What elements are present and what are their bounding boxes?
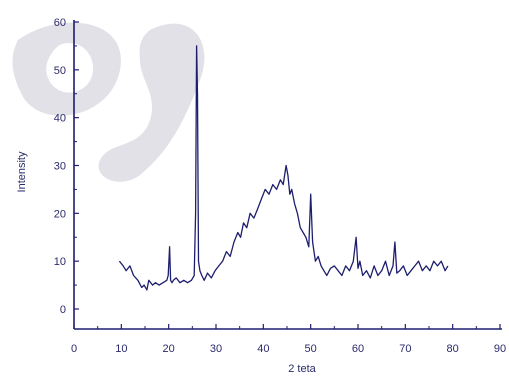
x-tick-label: 0 (71, 343, 77, 355)
x-tick-label: 60 (352, 343, 364, 355)
y-tick-label: 50 (54, 65, 66, 77)
y-axis-label: Intensity (16, 151, 28, 192)
x-tick-label: 90 (494, 343, 506, 355)
y-tick-label: 10 (54, 256, 66, 268)
x-tick-label: 50 (305, 343, 317, 355)
x-tick-label: 40 (257, 343, 269, 355)
series-line (118, 45, 449, 291)
x-tick-label: 10 (115, 343, 127, 355)
x-tick-label: 70 (399, 343, 411, 355)
watermark (12, 22, 205, 182)
y-tick-label: 30 (54, 161, 66, 173)
x-axis-label: 2 teta (288, 363, 316, 375)
x-tick-label: 30 (210, 343, 222, 355)
y-tick-label: 40 (54, 113, 66, 125)
y-tick-label: 60 (54, 17, 66, 29)
x-tick-label: 20 (163, 343, 175, 355)
y-tick-label: 20 (54, 208, 66, 220)
y-tick-label: 0 (60, 304, 66, 316)
x-tick-label: 80 (447, 343, 459, 355)
